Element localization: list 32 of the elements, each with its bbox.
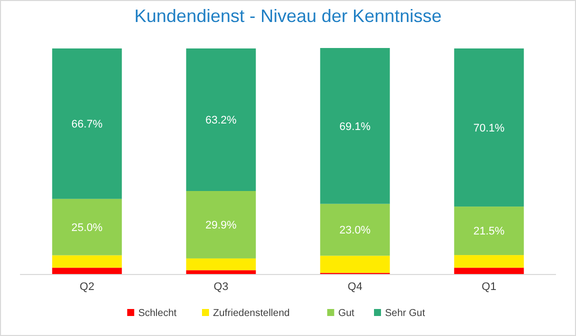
data-label: 25.0% (71, 222, 103, 234)
bar (52, 268, 122, 274)
bar (186, 270, 256, 274)
data-label: 23.0% (339, 224, 371, 237)
legend-label: Sehr Gut (385, 308, 426, 319)
legend-label: Schlecht (138, 308, 177, 319)
bar (320, 48, 390, 204)
x-tick-label: Q2 (80, 281, 94, 293)
legend-label: Gut (338, 308, 355, 319)
bar (454, 268, 524, 274)
bar (454, 48, 524, 207)
data-label: 63.2% (205, 114, 237, 127)
bar (186, 258, 256, 270)
bar (320, 204, 390, 256)
bar (454, 206, 524, 256)
data-label: 29.9% (205, 220, 237, 232)
bar (52, 48, 122, 199)
x-tick-label: Q3 (214, 281, 228, 293)
legend-label: Zufriedenstellend (213, 308, 290, 319)
x-tick-label: Q1 (482, 281, 496, 293)
bar (320, 256, 390, 273)
data-label: 66.7% (71, 118, 103, 131)
data-label: 21.5% (473, 226, 505, 238)
bar (454, 255, 524, 268)
data-label: 70.1% (473, 122, 505, 134)
bar (52, 255, 122, 268)
data-label: 69.1% (339, 120, 371, 133)
bar (186, 191, 256, 258)
chart-title: Kundendienst - Niveau der Kenntnisse (134, 6, 442, 26)
bar (52, 198, 122, 256)
x-tick-label: Q4 (348, 281, 362, 293)
bar (186, 48, 256, 191)
